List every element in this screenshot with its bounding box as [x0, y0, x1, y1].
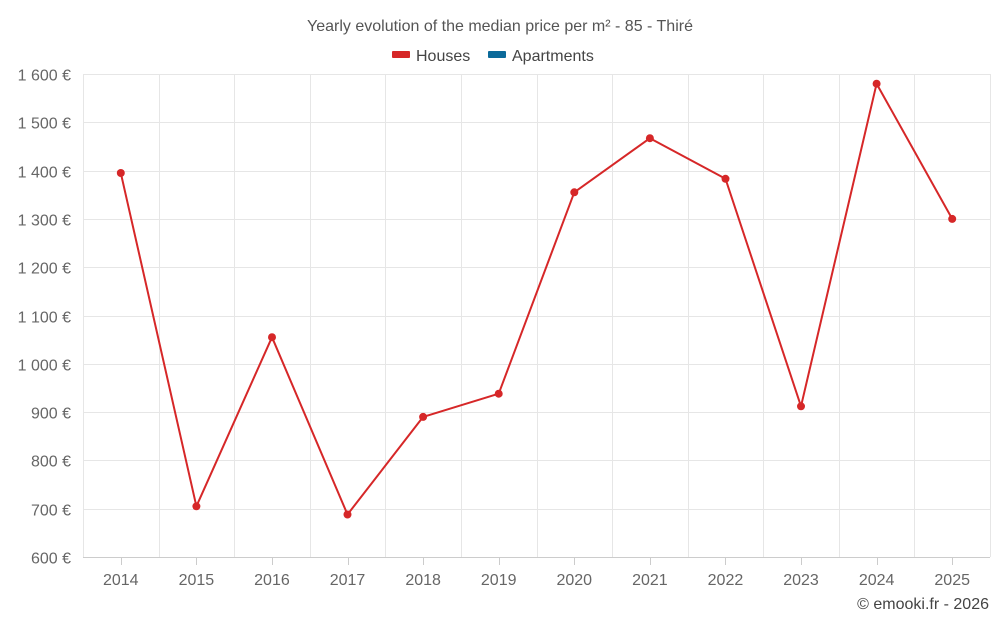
series-line-houses [119, 82, 954, 516]
y-tick-label: 1 300 € [18, 213, 71, 230]
legend-item-apartments[interactable]: Apartments [488, 48, 594, 65]
y-tick-label: 1 200 € [18, 261, 71, 278]
data-point[interactable] [797, 402, 805, 411]
credit-text: © emooki.fr - 2026 [857, 596, 989, 613]
data-point[interactable] [268, 333, 276, 342]
x-tick-label: 2020 [556, 572, 592, 589]
y-tick-label: 1 000 € [18, 358, 71, 375]
x-tick-label: 2021 [632, 572, 668, 589]
y-tick-label: 1 500 € [18, 116, 71, 133]
y-tick-label: 1 100 € [18, 310, 71, 327]
x-tick-label: 2018 [405, 572, 441, 589]
x-tick-label: 2014 [103, 572, 139, 589]
data-point[interactable] [494, 389, 503, 398]
data-point[interactable] [721, 174, 730, 183]
data-point[interactable] [343, 510, 352, 519]
y-tick-label: 1 400 € [18, 165, 71, 182]
legend-swatch-apartments [488, 51, 506, 58]
y-tick-label: 1 600 € [18, 68, 71, 85]
x-tick-label: 2022 [708, 572, 744, 589]
x-tick-label: 2015 [179, 572, 215, 589]
data-point[interactable] [872, 79, 881, 88]
x-tick-label: 2023 [783, 572, 819, 589]
data-point[interactable] [116, 169, 125, 177]
data-point[interactable] [419, 412, 428, 421]
x-tick-label: 2017 [330, 572, 366, 589]
data-point[interactable] [570, 188, 579, 197]
legend-label-apartments: Apartments [512, 48, 594, 65]
y-tick-label: 600 € [31, 551, 71, 568]
data-point[interactable] [192, 502, 201, 511]
x-tick-label: 2016 [254, 572, 290, 589]
y-tick-label: 800 € [31, 454, 71, 471]
x-tick-label: 2019 [481, 572, 517, 589]
y-tick-label: 900 € [31, 406, 71, 423]
y-tick-label: 700 € [31, 503, 71, 520]
x-tick-label: 2025 [934, 572, 970, 589]
chart-title: Yearly evolution of the median price per… [307, 18, 693, 35]
legend-item-houses[interactable]: Houses [392, 48, 470, 65]
x-tick-label: 2024 [859, 572, 895, 589]
x-axis-ticks: 2014 2015 2016 2017 2018 2019 2020 2021 2022 2023… [103, 557, 970, 589]
y-axis-ticks: 600 € 700 € 800 € 900 € 1 000 € 1 100 € 1 200 … [18, 68, 71, 568]
data-point[interactable] [645, 134, 654, 143]
legend-label-houses: Houses [416, 48, 470, 65]
legend-swatch-houses [392, 51, 410, 58]
series-houses [116, 79, 957, 519]
grid [83, 74, 991, 558]
data-point[interactable] [948, 214, 957, 223]
legend: Houses Apartments [392, 48, 594, 65]
